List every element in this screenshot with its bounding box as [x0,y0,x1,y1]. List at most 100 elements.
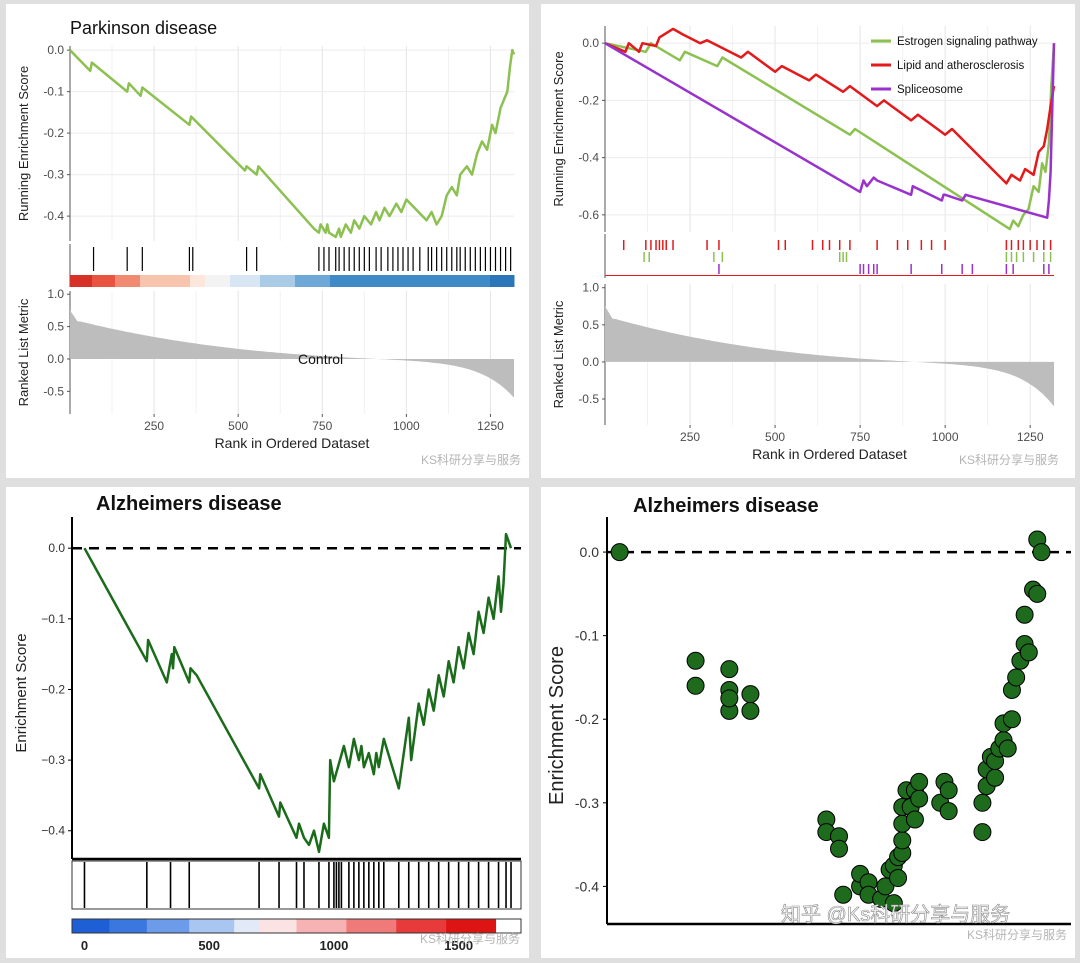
y-tick-label-bottom: 1.0 [47,287,64,301]
color-bar-segment [190,275,206,287]
y-axis-label: Enrichment Score [13,633,30,752]
x-tick-label: 1250 [477,419,504,433]
color-bar-segment [234,919,260,933]
scatter-point [893,831,912,850]
series-line-estrogen-signaling-pathway [604,41,1056,231]
annotation-control: Control [298,351,343,367]
color-bar-segment [259,919,297,933]
scatter-point [610,543,629,562]
color-bar-segment [70,275,93,287]
scatter-point [1019,643,1038,662]
legend-label: Estrogen signaling pathway [897,36,1038,48]
color-bar-segment [446,919,497,933]
color-bar-segment [205,275,231,287]
y-tick-label: -0.2 [575,711,599,727]
y-tick-label-bottom: -0.5 [43,384,64,398]
panel-alzheimers-line: Alzheimers disease 0.0 −0.1 −0.2 −0.3 −0.4 Enr… [6,487,529,958]
x-tick-label: 500 [765,430,785,444]
watermark-text: KS科研分享与服务 [420,931,520,946]
scatter-point [1028,584,1047,603]
y-tick-label-top: -0.2 [578,93,599,107]
scatter-point [741,701,760,720]
color-bar-segment [140,275,191,287]
color-bar-segment [92,275,116,287]
series-line-parkinson-disease [69,48,516,239]
color-bar-segment [330,275,491,287]
y-tick-label: −0.4 [41,824,65,838]
scatter-point [1007,668,1026,687]
y-axis-label: Enrichment Score [546,646,568,805]
series-line-spliceosome [604,42,1056,219]
x-tick-label: 750 [850,430,870,444]
y-tick-label-top: -0.1 [43,85,64,99]
scatter-point [1015,605,1034,624]
scatter-point [910,772,929,791]
color-bar-segment [295,275,331,287]
y-tick-label: 0.0 [48,541,65,555]
y-tick-label-top: -0.4 [43,209,64,223]
scatter-point [834,885,853,904]
ranked-metric-area [605,306,1054,407]
watermark-text: KS科研分享与服务 [959,452,1059,467]
scatter-point [973,823,992,842]
scatter-point [884,894,903,913]
x-tick-label: 1250 [1017,430,1044,444]
x-axis-label: Rank in Ordered Dataset [215,435,370,451]
y-tick-label: -0.3 [575,795,599,811]
y-tick-label-top: 0.0 [47,43,64,57]
chart-title: Parkinson disease [70,18,217,38]
y-tick-label: -0.1 [575,628,599,644]
chart-title: Alzheimers disease [96,493,282,515]
color-bar-segment [146,919,190,933]
color-bar-segment [496,919,522,933]
color-bar-segment [490,275,515,287]
color-bar-segment [296,919,347,933]
scatter-point [939,802,958,821]
watermark-text: KS科研分享与服务 [967,927,1067,942]
x-tick-label: 500 [228,419,248,433]
color-bar-segment [346,919,397,933]
scatter-point [973,793,992,812]
legend-label: Spliceosome [897,84,963,96]
y-tick-label-bottom: 0.5 [582,318,599,332]
scatter-point [1002,710,1021,729]
scatter-point [998,739,1017,758]
color-bar-segment [396,919,447,933]
color-bar-segment [109,919,148,933]
series-line-lipid-and-atherosclerosis [604,27,1056,185]
x-tick-label: 0 [81,938,88,953]
scatter-point [1032,543,1051,562]
series-line-alzheimers-disease [83,532,513,854]
alzheimers-line-chart: Alzheimers disease 0.0 −0.1 −0.2 −0.3 −0.4 Enr… [13,493,522,953]
scatter-point [986,768,1005,787]
color-bar-segment [230,275,261,287]
y-tick-label-top: -0.2 [43,126,64,140]
scatter-point [686,651,705,670]
scatter-point [939,781,958,800]
x-tick-label: 500 [198,938,220,953]
color-bar-segment [115,275,141,287]
x-tick-label: 250 [144,419,164,433]
x-tick-label: 1000 [932,430,959,444]
y-tick-label-top: -0.4 [578,151,599,165]
x-tick-label: 1500 [444,938,473,953]
y-tick-label-bottom: 0.5 [47,320,64,334]
y-tick-label: -0.4 [575,878,599,894]
scatter-point [686,676,705,695]
gsea-parkinson-chart: 0.0 -0.1 -0.2 -0.3 -0.4 1.0 0.5 0.0 -0.5 250 500 75… [16,18,521,467]
scatter-point [830,839,848,858]
panel-alzheimers-scatter: Alzheimers disease 0.0 -0.1 -0.2 -0.3 -0.4 Enr… [541,487,1075,958]
color-bar-frame [71,918,522,934]
scatter-point [905,810,924,829]
x-tick-label: 1000 [393,419,420,433]
y-tick-label-bottom: 1.0 [582,281,599,295]
chart-title: Alzheimers disease [633,495,819,517]
y-tick-label-bottom: -0.5 [578,392,599,406]
y-tick-label: −0.2 [41,682,65,696]
y-tick-label: −0.1 [41,612,65,626]
color-bar-segment [72,919,110,933]
y-tick-label-bottom: 0.0 [47,352,64,366]
y-tick-label-bottom: 0.0 [582,355,599,369]
scatter-point [889,869,908,888]
scatter-point [741,685,760,704]
